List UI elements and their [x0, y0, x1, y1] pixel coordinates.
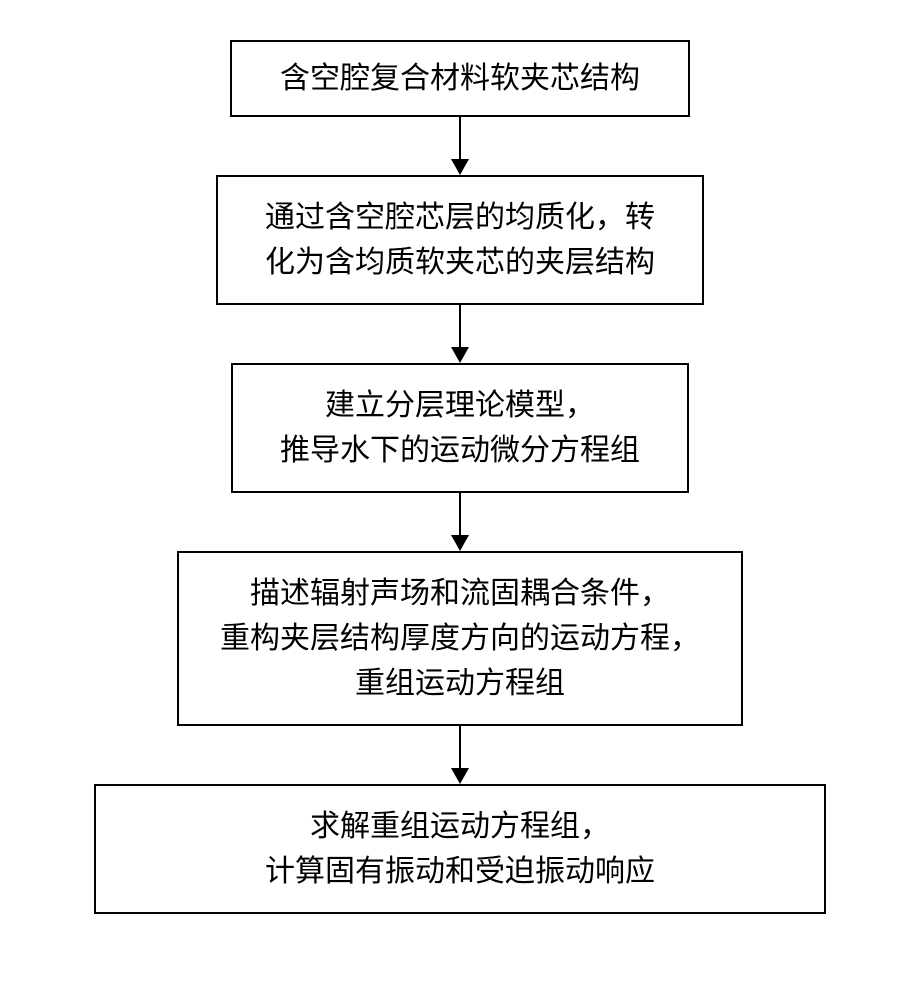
- node-text: 重构夹层结构厚度方向的运动方程，: [220, 616, 700, 661]
- arrow-head-icon: [451, 535, 469, 551]
- arrow-head-icon: [451, 768, 469, 784]
- node-text: 描述辐射声场和流固耦合条件，: [250, 571, 670, 616]
- arrow-line: [459, 493, 461, 535]
- flowchart-node-1: 含空腔复合材料软夹芯结构: [230, 40, 690, 117]
- arrow-line: [459, 726, 461, 768]
- flowchart-arrow: [451, 305, 469, 363]
- node-text: 重组运动方程组: [355, 661, 565, 706]
- arrow-line: [459, 305, 461, 347]
- flowchart-node-5: 求解重组运动方程组， 计算固有振动和受迫振动响应: [94, 784, 826, 914]
- flowchart-container: 含空腔复合材料软夹芯结构 通过含空腔芯层的均质化，转 化为含均质软夹芯的夹层结构…: [94, 40, 826, 914]
- flowchart-arrow: [451, 493, 469, 551]
- node-text: 化为含均质软夹芯的夹层结构: [265, 240, 655, 285]
- node-text: 含空腔复合材料软夹芯结构: [280, 56, 640, 101]
- node-text: 通过含空腔芯层的均质化，转: [265, 195, 655, 240]
- flowchart-node-2: 通过含空腔芯层的均质化，转 化为含均质软夹芯的夹层结构: [216, 175, 704, 305]
- node-text: 计算固有振动和受迫振动响应: [265, 849, 655, 894]
- arrow-head-icon: [451, 159, 469, 175]
- flowchart-arrow: [451, 726, 469, 784]
- flowchart-arrow: [451, 117, 469, 175]
- arrow-line: [459, 117, 461, 159]
- flowchart-node-3: 建立分层理论模型， 推导水下的运动微分方程组: [231, 363, 689, 493]
- node-text: 求解重组运动方程组，: [310, 804, 610, 849]
- node-text: 建立分层理论模型，: [325, 383, 595, 428]
- node-text: 推导水下的运动微分方程组: [280, 428, 640, 473]
- arrow-head-icon: [451, 347, 469, 363]
- flowchart-node-4: 描述辐射声场和流固耦合条件， 重构夹层结构厚度方向的运动方程， 重组运动方程组: [177, 551, 743, 726]
